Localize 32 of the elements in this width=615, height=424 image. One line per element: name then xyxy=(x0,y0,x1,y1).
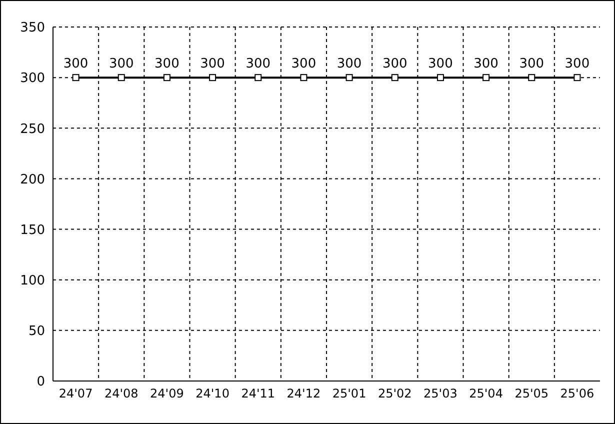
y-tick-label: 100 xyxy=(20,273,45,288)
data-label: 300 xyxy=(108,56,134,72)
data-label: 300 xyxy=(63,56,88,72)
x-tick-label: 25'03 xyxy=(424,386,458,401)
data-label: 300 xyxy=(200,56,225,72)
x-tick-label: 25'04 xyxy=(469,386,503,401)
x-tick-label: 25'01 xyxy=(332,386,366,401)
y-tick-label: 150 xyxy=(20,222,45,238)
data-label: 300 xyxy=(246,56,271,72)
data-label: 300 xyxy=(428,56,453,72)
x-tick-label: 24'10 xyxy=(196,386,230,401)
data-label: 300 xyxy=(291,56,316,72)
data-label: 300 xyxy=(154,56,180,72)
x-tick-label: 24'08 xyxy=(104,386,138,401)
x-tick-label: 24'12 xyxy=(286,386,321,401)
x-tick-label: 24'11 xyxy=(241,386,276,401)
y-tick-label: 350 xyxy=(20,20,45,36)
data-label: 300 xyxy=(564,56,590,72)
x-tick-label: 25'05 xyxy=(514,386,549,401)
y-tick-label: 50 xyxy=(28,324,45,340)
x-tick-label: 24'09 xyxy=(150,386,184,401)
data-label: 300 xyxy=(382,56,408,72)
data-label: 300 xyxy=(474,56,498,72)
x-tick-label: 25'06 xyxy=(560,386,594,401)
y-tick-label: 0 xyxy=(36,374,45,390)
y-tick-label: 300 xyxy=(20,71,45,86)
y-tick-label: 250 xyxy=(20,122,45,137)
y-tick-label: 200 xyxy=(20,172,45,188)
x-tick-label: 25'02 xyxy=(378,386,412,401)
x-tick-label: 24'07 xyxy=(58,386,93,401)
data-label: 300 xyxy=(336,56,362,72)
data-label: 300 xyxy=(519,56,544,72)
